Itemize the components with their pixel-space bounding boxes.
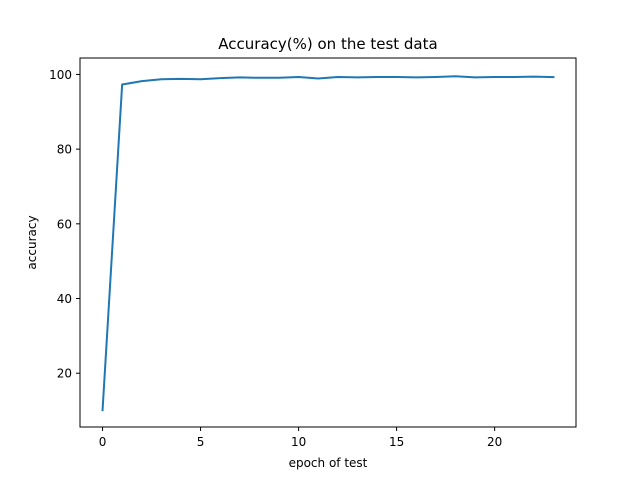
chart-title: Accuracy(%) on the test data xyxy=(218,35,437,53)
y-tick-label: 60 xyxy=(57,217,72,231)
x-axis-ticks: 0 5 10 15 20 xyxy=(99,427,502,449)
x-tick-label: 20 xyxy=(487,435,502,449)
x-tick-label: 10 xyxy=(291,435,306,449)
y-axis-ticks: 20 40 60 80 100 xyxy=(49,68,80,381)
accuracy-line xyxy=(101,75,555,412)
y-tick-label: 20 xyxy=(57,367,72,381)
y-tick-label: 100 xyxy=(49,68,72,82)
plot-area-frame xyxy=(79,57,577,428)
y-axis-label: accuracy xyxy=(25,215,39,269)
x-tick-label: 15 xyxy=(389,435,404,449)
x-tick-label: 5 xyxy=(197,435,205,449)
plot-area-background xyxy=(80,58,576,427)
y-tick-label: 40 xyxy=(57,292,72,306)
x-axis-label: epoch of test xyxy=(289,456,368,470)
x-tick-label: 0 xyxy=(99,435,107,449)
y-tick-label: 80 xyxy=(57,143,72,157)
